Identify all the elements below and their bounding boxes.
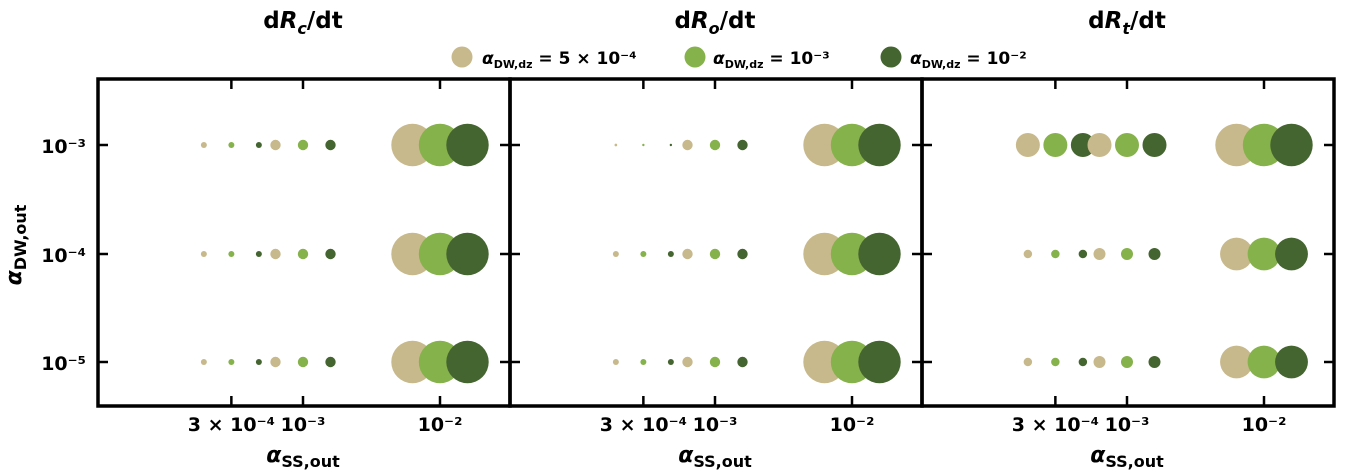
legend-label-1: αDW,dz = 5 × 10⁻⁴	[482, 49, 637, 71]
bubble-marker	[1247, 345, 1281, 379]
bubble-marker	[200, 142, 207, 148]
x-axis-label-1: αSS,out	[266, 443, 340, 471]
bubble-marker	[1015, 133, 1040, 157]
x-tick-label-2: 10⁻³	[281, 414, 326, 436]
x-axis-label-3: αSS,out	[1090, 443, 1164, 471]
legend-label-3: αDW,dz = 10⁻²	[910, 49, 1027, 71]
legend-marker-2	[684, 46, 706, 68]
bubble-marker	[640, 359, 647, 365]
panel-1: dRc/dt 10⁻³ 10⁻⁴ 10⁻⁵ 3 × 10⁻⁴ 10⁻³ 10⁻² αSS,ou…	[41, 8, 512, 471]
bubble-marker	[682, 356, 693, 368]
bubble-marker	[446, 123, 489, 167]
panel-3: dRt/dt 3 × 10⁻⁴ 10⁻³ 10⁻² αSS,out	[920, 8, 1336, 471]
bubble-marker	[1148, 248, 1161, 260]
bubble-marker	[1070, 133, 1095, 157]
bubble-marker	[200, 359, 207, 365]
bubble-marker	[1115, 133, 1139, 157]
bubble-marker	[1275, 237, 1308, 271]
bubble-marker	[1051, 357, 1060, 367]
bubble-marker	[858, 340, 901, 384]
bubble-marker	[446, 232, 489, 276]
bubble-marker	[1023, 357, 1033, 367]
bubble-marker	[446, 340, 489, 384]
x-tick-label-3: 10⁻²	[418, 414, 463, 436]
bubble-marker	[228, 142, 235, 148]
x-axis-label-2: αSS,out	[678, 443, 752, 471]
chart-panels: dRc/dt 10⁻³ 10⁻⁴ 10⁻⁵ 3 × 10⁻⁴ 10⁻³ 10⁻² αSS,ou…	[41, 8, 1336, 471]
bubble-marker	[1247, 237, 1281, 271]
bubble-marker	[270, 356, 281, 368]
bubble-marker	[228, 359, 235, 365]
bubble-marker	[325, 139, 336, 151]
bubble-marker	[1087, 133, 1112, 157]
x-tick-label-3: 10⁻²	[830, 414, 875, 436]
legend-label-2: αDW,dz = 10⁻³	[713, 49, 830, 71]
x-tick-label-1: 3 × 10⁻⁴	[188, 414, 275, 436]
bubble-marker	[255, 359, 262, 365]
bubble-marker	[737, 356, 748, 368]
bubble-marker	[1093, 356, 1106, 368]
bubble-marker	[858, 123, 901, 167]
y-tick-label-3: 10⁻⁵	[41, 353, 86, 375]
x-tick-label-3: 10⁻²	[1242, 414, 1287, 436]
bubble-marker	[1142, 133, 1167, 157]
bubble-marker	[200, 251, 207, 257]
x-tick-label-2: 10⁻³	[1105, 414, 1150, 436]
bubble-marker	[858, 232, 901, 276]
bubble-marker	[255, 142, 262, 148]
bubble-marker	[1220, 345, 1253, 379]
legend-marker-1	[451, 46, 473, 68]
bubble-marker	[325, 356, 336, 368]
bubble-marker	[1078, 249, 1088, 259]
bubble-marker	[270, 139, 281, 151]
bubble-marker	[297, 356, 309, 368]
bubble-marker	[640, 251, 647, 257]
panel-title-1: dRc/dt	[263, 8, 343, 38]
bubble-marker	[297, 248, 309, 260]
bubble-marker	[709, 356, 721, 368]
bubble-marker	[1220, 237, 1253, 271]
bubble-marker	[669, 143, 673, 147]
bubble-marker	[1148, 356, 1161, 368]
legend-marker-3	[880, 46, 902, 68]
bubble-marker	[667, 359, 674, 365]
bubble-marker	[1270, 123, 1313, 167]
bubble-marker	[1078, 357, 1088, 367]
y-tick-label-1: 10⁻³	[41, 136, 86, 158]
bubble-marker	[270, 248, 281, 260]
x-tick-label-2: 10⁻³	[693, 414, 738, 436]
y-axis-label-text: αDW,out	[2, 204, 30, 285]
bubble-marker	[1023, 249, 1033, 259]
bubble-marker	[667, 251, 674, 257]
bubble-marker	[737, 139, 748, 151]
bubble-marker	[737, 248, 748, 260]
x-tick-label-1: 3 × 10⁻⁴	[600, 414, 687, 436]
bubble-marker	[614, 143, 618, 147]
bubble-marker	[709, 248, 721, 260]
bubble-marker	[325, 248, 336, 260]
bubble-marker	[612, 251, 619, 257]
bubble-marker	[297, 139, 309, 151]
bubble-marker	[682, 139, 693, 151]
y-axis-label: αDW,out	[2, 204, 30, 285]
bubble-marker	[255, 251, 262, 257]
bubble-marker	[1051, 249, 1060, 259]
panel-title-2: dRo/dt	[674, 8, 755, 38]
bubble-marker	[709, 139, 721, 151]
y-tick-label-2: 10⁻⁴	[41, 245, 86, 267]
panel-2: dRo/dt 3 × 10⁻⁴ 10⁻³ 10⁻² αSS,out	[508, 8, 924, 471]
legend: αDW,dz = 5 × 10⁻⁴ αDW,dz = 10⁻³ αDW,dz = 1…	[451, 46, 1027, 71]
bubble-marker	[1121, 248, 1133, 260]
bubble-marker	[1275, 345, 1308, 379]
panel-title-3: dRt/dt	[1088, 8, 1166, 38]
bubble-marker	[612, 359, 619, 365]
bubble-marker	[1093, 248, 1106, 260]
x-tick-label-1: 3 × 10⁻⁴	[1012, 414, 1099, 436]
bubble-marker	[682, 248, 693, 260]
bubble-marker	[1043, 133, 1068, 157]
bubble-marker	[642, 143, 645, 147]
bubble-marker	[1121, 356, 1133, 368]
bubble-marker	[228, 251, 235, 257]
